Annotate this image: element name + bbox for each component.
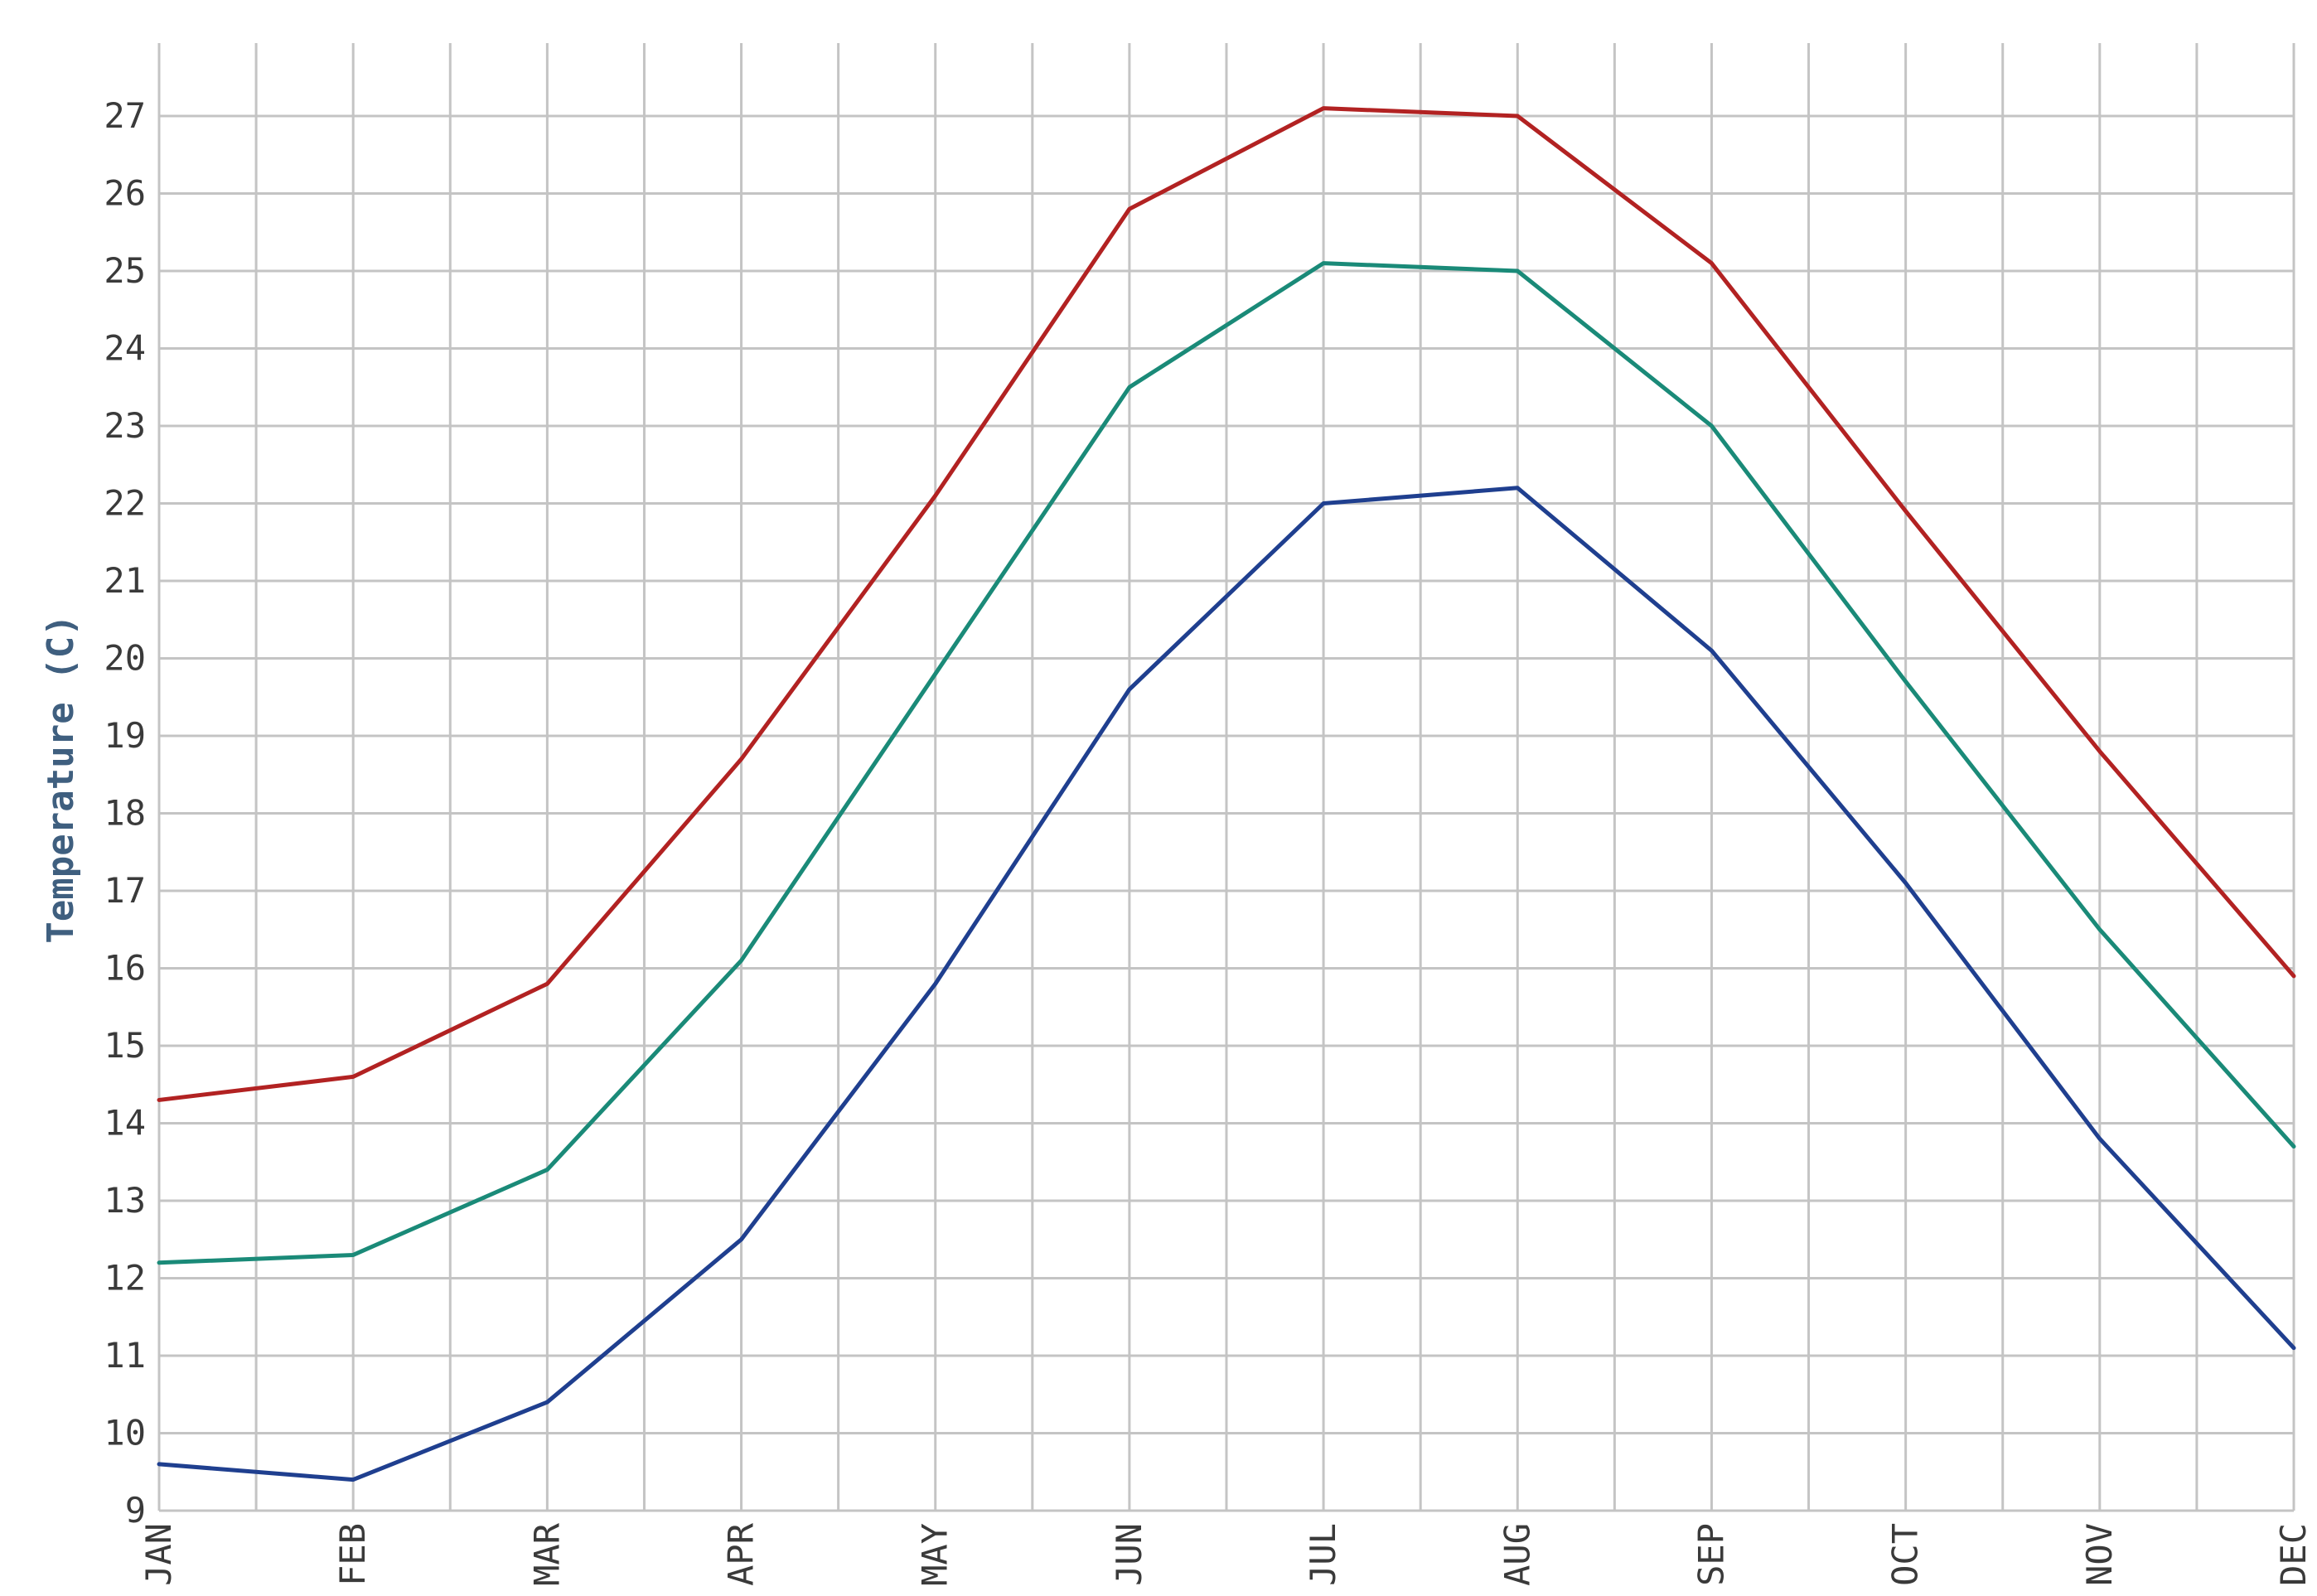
y-tick-label: 20 [104,638,146,679]
y-tick-label: 9 [125,1490,146,1531]
data-point [1516,114,1519,118]
series-line-2 [157,261,2296,1265]
data-point [934,672,937,675]
x-tick-label: OCT [1885,1523,1926,1586]
data-point [740,959,743,962]
x-tick-label: MAY [915,1523,955,1586]
data-point [545,1168,549,1172]
data-point [351,1075,355,1078]
data-point [1710,649,1713,652]
y-tick-label: 25 [104,250,146,291]
y-tick-label: 27 [104,95,146,136]
data-point [740,1238,743,1241]
series-line-1 [157,106,2296,1102]
data-point [740,757,743,761]
data-point [157,1261,161,1265]
y-tick-label: 15 [104,1025,146,1066]
y-tick-label: 10 [104,1413,146,1453]
grid [157,43,2295,1512]
data-point [351,1478,355,1482]
y-tick-label: 24 [104,328,146,369]
data-point [1904,680,1908,684]
y-tick-label: 22 [104,483,146,524]
y-tick-label: 11 [104,1335,146,1376]
y-tick-label: 21 [104,560,146,601]
data-point [1516,269,1519,273]
x-tick-label: JAN [138,1523,179,1586]
y-tick-label: 16 [104,948,146,989]
data-point [1904,882,1908,885]
series-line-3 [157,486,2296,1482]
y-tick-label: 14 [104,1103,146,1144]
data-point [2292,1347,2295,1350]
data-point [1904,510,1908,513]
data-point [1710,424,1713,428]
y-tick-label: 13 [104,1180,146,1221]
data-point [157,1463,161,1466]
x-axis-ticks: JAN FEB MAR APR MAY JUN JUL AUG SEP OCT NOV DEC [138,1522,2314,1586]
x-tick-label: JUN [1109,1523,1149,1586]
data-point [2292,1145,2295,1149]
data-point [545,1400,549,1404]
data-point [1710,262,1713,265]
data-point [1128,207,1131,210]
x-tick-label: JUL [1303,1523,1343,1586]
data-point [2098,1137,2102,1140]
y-axis-title: Temperature (C) [40,614,82,943]
data-point [1128,385,1131,389]
data-point [1516,486,1519,490]
data-point [157,1098,161,1101]
y-tick-label: 23 [104,405,146,446]
data-point [1128,688,1131,691]
data-point [934,982,937,985]
y-tick-label: 12 [104,1258,146,1299]
data-point [2292,975,2295,978]
x-tick-label: NOV [2079,1523,2120,1586]
x-tick-label: MAR [526,1522,567,1586]
data-point [1322,107,1325,110]
data-point [934,494,937,497]
data-point [1322,502,1325,505]
data-point [545,982,549,985]
x-tick-label: SEP [1691,1523,1731,1586]
y-axis-ticks: 9 10 11 12 13 14 15 16 17 18 19 20 21 22 23 24 25 26 27 [104,95,146,1531]
y-tick-label: 19 [104,715,146,756]
x-tick-label: AUG [1497,1523,1537,1586]
x-tick-label: DEC [2273,1523,2314,1586]
y-tick-label: 17 [104,870,146,911]
data-point [2098,928,2102,931]
x-tick-label: FEB [332,1523,373,1586]
x-tick-label: APR [721,1522,762,1586]
data-point [1322,262,1325,265]
y-tick-label: 18 [104,793,146,834]
data-point [2098,750,2102,753]
data-point [351,1253,355,1256]
series-lines [157,106,2296,1482]
y-tick-label: 26 [104,173,146,214]
